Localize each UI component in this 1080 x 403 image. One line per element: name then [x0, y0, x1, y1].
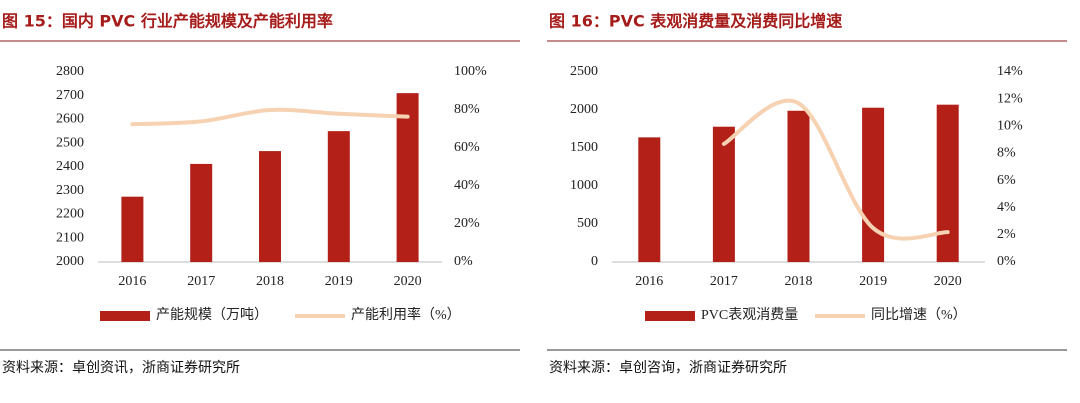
y2-tick-label: 2%	[997, 227, 1016, 242]
bar	[638, 137, 661, 262]
legend-label: 产能规模（万吨）	[156, 307, 268, 323]
source: 资料来源：卓创咨询，浙商证券研究所	[549, 360, 787, 376]
x-tick-label: 2016	[635, 274, 663, 289]
y2-tick-label: 14%	[997, 64, 1023, 79]
line	[721, 98, 950, 241]
line	[130, 107, 410, 127]
y2-tick-label: 8%	[997, 146, 1016, 161]
y2-tick-label: 12%	[997, 91, 1023, 106]
x-tick-label: 2017	[187, 274, 215, 289]
y-tick-label: 2400	[56, 159, 84, 174]
y2-tick-label: 10%	[997, 119, 1023, 134]
y-tick-label: 2000	[56, 254, 84, 269]
bar	[121, 196, 144, 262]
x-tick-label: 2017	[710, 274, 738, 289]
y-tick-label: 2100	[56, 230, 84, 245]
y-tick-label: 2500	[570, 64, 598, 79]
bar	[327, 131, 350, 262]
chart-title: 图 16：PVC 表观消费量及消费同比增速	[549, 12, 842, 31]
y2-tick-label: 60%	[454, 140, 480, 155]
x-tick-label: 2016	[118, 274, 146, 289]
y-tick-label: 2200	[56, 207, 84, 222]
bar	[259, 151, 281, 262]
y-tick-label: 2000	[570, 102, 598, 117]
y2-tick-label: 0%	[997, 254, 1016, 269]
x-tick-label: 2019	[325, 274, 353, 289]
bar	[936, 104, 959, 263]
y-tick-label: 2300	[56, 183, 84, 198]
legend-label: PVC表观消费量	[701, 307, 798, 323]
legend-label: 产能利用率（%）	[351, 306, 461, 323]
x-tick-label: 2020	[934, 274, 962, 289]
bar	[396, 93, 419, 262]
bar	[862, 107, 885, 262]
chart-title: 图 15：国内 PVC 行业产能规模及产能利用率	[2, 12, 333, 31]
source: 资料来源：卓创资讯，浙商证券研究所	[2, 360, 240, 376]
bar	[787, 110, 810, 262]
y2-tick-label: 40%	[454, 178, 480, 193]
x-tick-label: 2018	[256, 274, 284, 289]
y-tick-label: 1000	[570, 178, 598, 193]
y2-tick-label: 100%	[454, 64, 487, 79]
bar	[712, 126, 735, 262]
y2-tick-label: 0%	[454, 254, 473, 269]
y2-tick-label: 20%	[454, 216, 480, 231]
y-tick-label: 2600	[56, 112, 84, 127]
y2-tick-label: 6%	[997, 173, 1016, 188]
y-tick-label: 2800	[56, 64, 84, 79]
x-tick-label: 2019	[859, 274, 887, 289]
y-tick-label: 500	[577, 216, 598, 231]
y-tick-label: 1500	[570, 140, 598, 155]
bar	[190, 163, 213, 262]
legend-label: 同比增速（%）	[871, 307, 967, 323]
y-tick-label: 2700	[56, 88, 84, 103]
legend-swatch	[100, 311, 150, 321]
legend-swatch	[645, 311, 695, 321]
x-tick-label: 2020	[394, 274, 422, 289]
y2-tick-label: 80%	[454, 102, 480, 117]
y-tick-label: 0	[591, 254, 598, 269]
y-tick-label: 2500	[56, 135, 84, 150]
x-tick-label: 2018	[785, 274, 813, 289]
y2-tick-label: 4%	[997, 200, 1016, 215]
